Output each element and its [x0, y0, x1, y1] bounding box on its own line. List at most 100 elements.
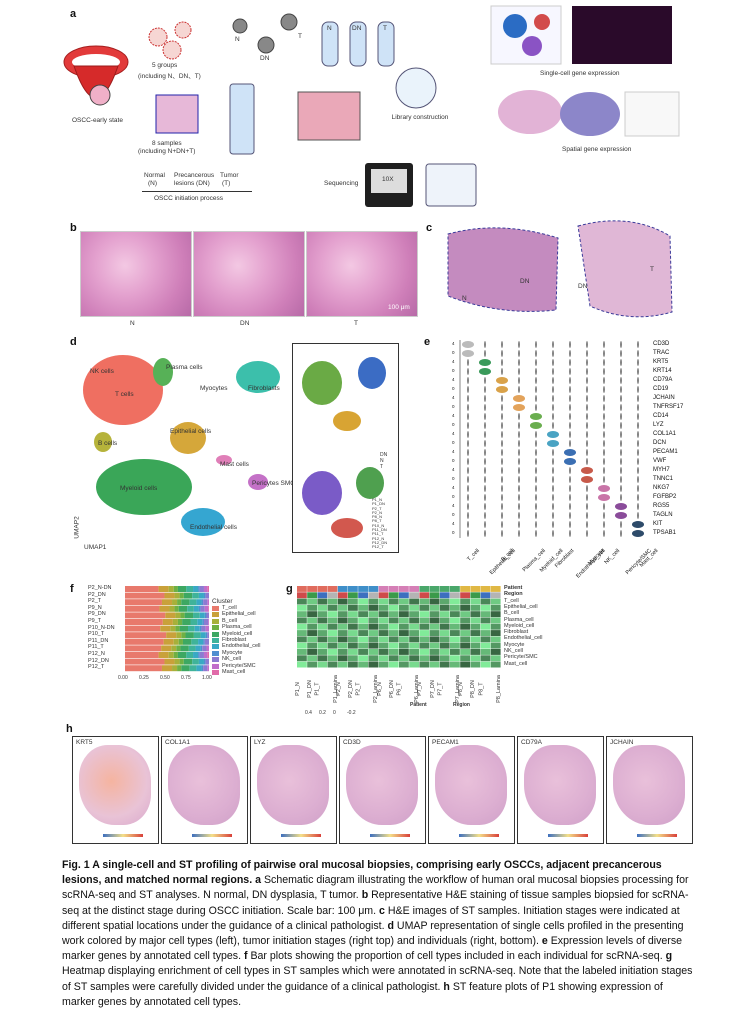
slide-illustration [229, 83, 255, 155]
heatmap-cell [409, 630, 419, 636]
heatmap-cell [419, 598, 430, 605]
heatmap-cell [368, 649, 379, 655]
heatmap-cell [419, 661, 430, 668]
bar-segment [158, 652, 169, 658]
heatmap-cell [297, 611, 307, 618]
bar-segment [125, 645, 162, 652]
heatmap-cell [358, 604, 368, 611]
heatmap-cell [337, 604, 348, 611]
violin-shape [535, 512, 537, 519]
he-image-t [306, 231, 418, 317]
violin-ytick: 0 [452, 476, 455, 481]
heatmap-cell [470, 642, 481, 649]
heatmap-cell [480, 661, 491, 668]
bar-segment [198, 658, 204, 665]
heatmap-cell [399, 630, 409, 636]
bar-sample-label: P12_DN [88, 657, 109, 664]
heatmap-cell [378, 661, 389, 668]
violin-shape [569, 503, 571, 510]
violin-shape [569, 350, 571, 357]
heatmap-cell [419, 604, 430, 611]
violin-ytick: 0 [452, 404, 455, 409]
tube-illustrations [321, 21, 395, 67]
bar-segment [172, 599, 178, 606]
heatmap-cell [450, 630, 460, 636]
violin-shape [586, 413, 588, 420]
bar-legend-item [212, 657, 219, 663]
samples-sub: (including N+DN+T) [138, 148, 196, 155]
heatmap-cell [460, 617, 470, 624]
violin-shape [603, 350, 605, 357]
heatmap-cell [399, 604, 409, 611]
violin-shape [467, 494, 469, 501]
heatmap-cell [439, 604, 450, 611]
violin-shape [603, 467, 605, 474]
heatmap-cell [429, 611, 440, 618]
st-label-t: T [650, 266, 654, 273]
bar-legend-label: B_cell [222, 617, 237, 624]
bar-segment [200, 632, 206, 639]
st-he-images [447, 220, 673, 318]
heatmap-cell [450, 661, 460, 668]
caption-f-bold: f [243, 950, 248, 963]
bar-segment [190, 619, 198, 625]
heatmap-cell [337, 623, 348, 630]
violin-shape [467, 512, 469, 519]
violin-gene-label: MYH7 [653, 467, 670, 473]
bar-segment [175, 612, 181, 619]
violin-shape [535, 404, 537, 411]
bar-legend-label: NK_cell [222, 656, 241, 663]
violin-shape [484, 422, 486, 429]
violin-shape [535, 359, 537, 366]
heatmap-cell [388, 586, 399, 592]
heatmap-cell [460, 623, 470, 630]
violin-ytick: 4 [452, 413, 455, 418]
violin-shape [552, 386, 554, 393]
heatmap-row-label: Pericyte/SMC [504, 654, 538, 661]
violin-shape [535, 350, 537, 357]
violin-shape [552, 413, 554, 420]
heatmap-cell [348, 586, 358, 592]
heatmap-cell [317, 649, 328, 655]
bar-segment [183, 658, 193, 665]
heatmap-cell [460, 604, 470, 611]
violin-shape [484, 341, 486, 348]
bar-segment [192, 592, 199, 599]
violin-shape [632, 530, 644, 537]
violin-shape [603, 368, 605, 375]
heatmap-cell [297, 642, 307, 649]
mouth-illustration [63, 45, 129, 106]
violin-shape [484, 494, 486, 501]
bar-segment [170, 625, 176, 632]
bar-legend-label: Epithelial_cell [222, 611, 256, 618]
heatmap-cell [307, 604, 317, 611]
umap-label-epithelial: Epithelial cells [170, 428, 212, 435]
violin-shape [637, 404, 639, 411]
violin-ytick: 4 [452, 485, 455, 490]
violin-shape [603, 395, 605, 402]
violin-shape [552, 503, 554, 510]
heatmap-cell [450, 623, 460, 630]
bar-sample-label: P9_T [88, 618, 102, 624]
heatmap-cell [419, 655, 430, 662]
heatmap-cell [378, 649, 389, 655]
violin-shape [569, 377, 571, 384]
violin-shape [603, 449, 605, 456]
heatmap-cell [297, 649, 307, 655]
violin-shape [518, 494, 520, 501]
heatmap-cell [368, 661, 379, 668]
st-feature-tissue [613, 745, 685, 825]
violin-shape [620, 386, 622, 393]
st-feature-colorbar [281, 834, 321, 837]
heatmap-col-label: P1_DN [307, 680, 314, 698]
heatmap-cell [450, 611, 460, 618]
violin-shape [552, 467, 554, 474]
legend-ind-9: P12_N [372, 535, 385, 541]
heatmap-scale-tick: -0.2 [347, 710, 356, 716]
heatmap-cell [378, 642, 389, 649]
violin-shape [467, 440, 469, 447]
bar-legend-item [212, 612, 219, 618]
violin-gene-label: NKG7 [653, 485, 670, 491]
heatmap-cell [450, 586, 460, 592]
violin-shape [586, 422, 588, 429]
